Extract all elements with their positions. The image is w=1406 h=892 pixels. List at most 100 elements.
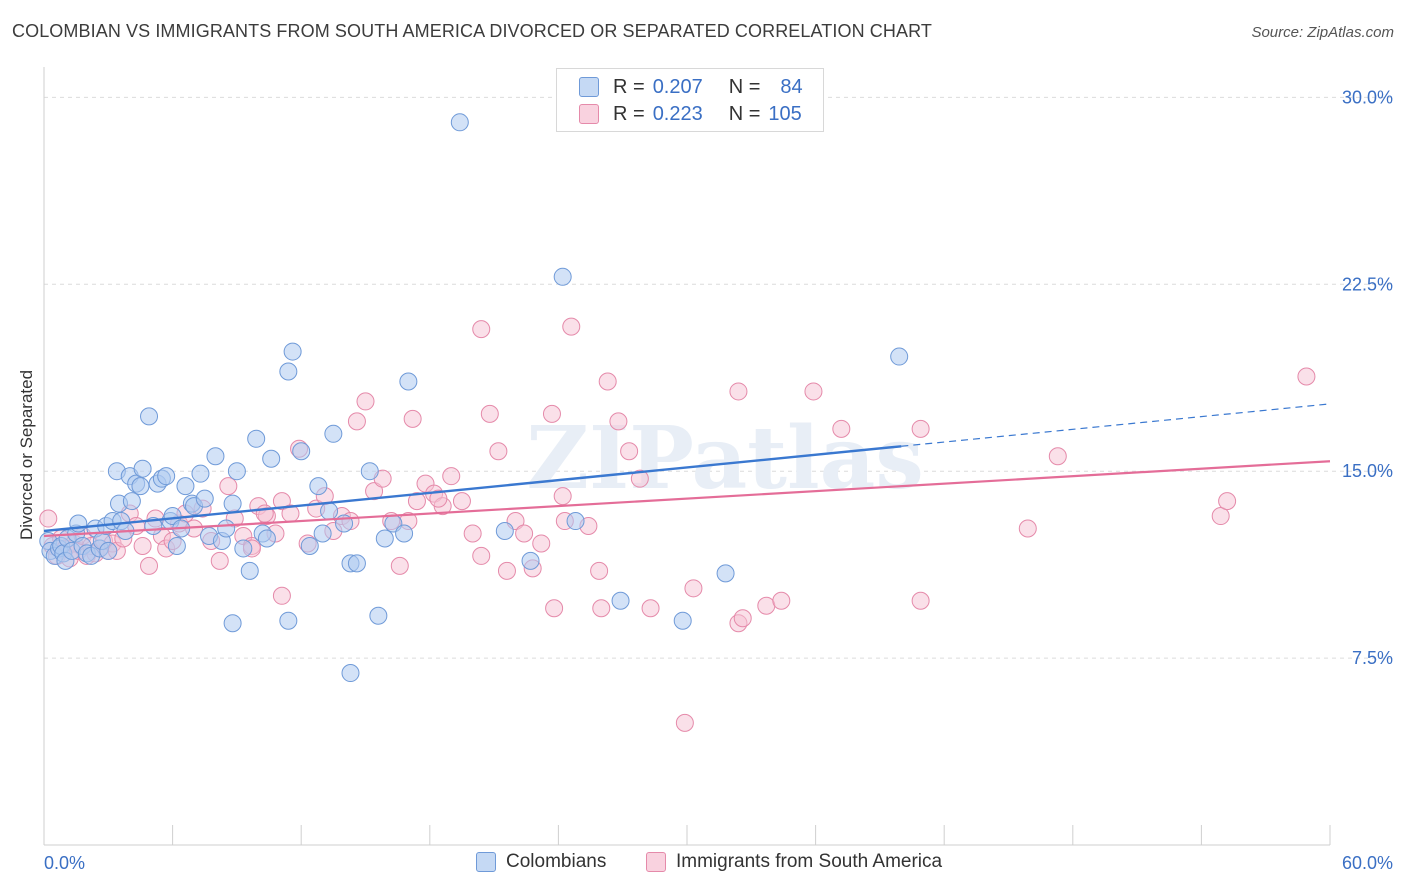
data-point-colombians: [206, 447, 225, 466]
bottom-legend-label: Colombians: [506, 851, 607, 872]
data-point-immigrants: [452, 492, 471, 511]
data-point-immigrants: [630, 469, 649, 488]
data-point-immigrants: [757, 596, 776, 615]
data-point-colombians: [163, 507, 182, 526]
data-point-immigrants: [472, 320, 491, 339]
data-point-immigrants: [497, 561, 516, 580]
data-point-colombians: [611, 591, 630, 610]
data-point-colombians: [283, 342, 302, 361]
trend-line-immigrants: [43, 460, 1331, 538]
legend-swatch-pink: [579, 104, 599, 124]
bottom-legend-colombians: Colombians: [476, 851, 606, 873]
legend-n-label: N =: [728, 102, 761, 125]
legend-swatch-blue: [579, 77, 599, 97]
data-point-immigrants: [272, 586, 291, 605]
data-point-immigrants: [407, 492, 426, 511]
data-point-colombians: [495, 522, 514, 540]
y-tick-label: 30.0%: [1342, 87, 1393, 107]
data-point-colombians: [890, 347, 909, 366]
data-point-immigrants: [140, 556, 159, 575]
data-point-colombians: [227, 462, 246, 481]
data-point-colombians: [279, 362, 298, 381]
x-tick-label-max: 60.0%: [1342, 853, 1393, 873]
legend-r-label: R =: [613, 75, 645, 98]
data-point-colombians: [375, 529, 394, 548]
bottom-legend-swatch-pink: [646, 852, 666, 872]
data-point-immigrants: [1211, 507, 1230, 526]
trend-line-colombians: [43, 445, 902, 533]
data-point-colombians: [324, 424, 343, 443]
data-point-immigrants: [442, 467, 461, 486]
data-point-immigrants: [542, 404, 561, 423]
data-point-immigrants: [347, 412, 366, 431]
data-point-immigrants: [1018, 519, 1037, 538]
data-point-immigrants: [365, 482, 384, 501]
data-point-immigrants: [429, 489, 448, 508]
data-point-colombians: [300, 536, 319, 555]
data-point-colombians: [240, 561, 259, 580]
data-point-colombians: [313, 524, 332, 543]
legend-n-value: 105: [768, 102, 802, 125]
data-point-colombians: [347, 554, 366, 573]
data-point-colombians: [320, 502, 339, 521]
data-point-immigrants: [675, 713, 694, 732]
data-point-immigrants: [1048, 447, 1067, 466]
data-point-colombians: [292, 442, 311, 461]
data-point-immigrants: [553, 487, 572, 506]
data-point-immigrants: [219, 477, 238, 496]
y-tick-label: 7.5%: [1352, 648, 1393, 668]
x-tick-label-min: 0.0%: [44, 853, 85, 873]
watermark: ZIPatlas: [526, 408, 924, 509]
data-point-colombians: [369, 606, 388, 625]
data-point-colombians: [247, 429, 266, 448]
chart-source: Source: ZipAtlas.com: [1251, 24, 1394, 41]
legend-row-colombians: R = 0.207 N = 84: [579, 74, 803, 100]
data-point-colombians: [279, 611, 298, 630]
data-point-colombians: [99, 541, 118, 560]
data-point-immigrants: [272, 492, 291, 511]
data-point-colombians: [450, 113, 469, 132]
legend-row-immigrants: R = 0.223 N = 105: [579, 101, 802, 127]
y-tick-label: 22.5%: [1342, 274, 1393, 294]
legend-r-label: R =: [613, 102, 645, 125]
data-point-immigrants: [545, 599, 564, 618]
data-point-immigrants: [733, 609, 752, 628]
data-point-immigrants: [532, 534, 551, 553]
data-point-colombians: [131, 477, 150, 496]
data-point-immigrants: [620, 442, 639, 461]
axes: [43, 67, 1331, 846]
data-point-immigrants: [1218, 492, 1237, 511]
data-point-immigrants: [832, 419, 851, 438]
data-point-colombians: [716, 564, 735, 583]
data-point-immigrants: [562, 317, 581, 336]
data-point-colombians: [167, 536, 186, 555]
data-point-colombians: [309, 477, 328, 496]
data-point-immigrants: [480, 404, 499, 423]
data-point-immigrants: [609, 412, 628, 431]
data-point-immigrants: [39, 509, 58, 528]
data-point-immigrants: [133, 536, 152, 555]
data-point-colombians: [673, 611, 692, 630]
data-point-colombians: [217, 519, 236, 538]
y-tick-label: 15.0%: [1342, 461, 1393, 481]
data-point-colombians: [521, 551, 540, 570]
data-point-immigrants: [729, 382, 748, 401]
data-point-colombians: [553, 267, 572, 286]
data-point-immigrants: [598, 372, 617, 391]
data-point-colombians: [191, 464, 210, 483]
data-point-immigrants: [489, 442, 508, 461]
data-point-colombians: [234, 539, 253, 558]
data-point-colombians: [195, 489, 214, 508]
data-point-colombians: [157, 467, 176, 486]
data-point-colombians: [176, 477, 195, 496]
data-point-colombians: [223, 494, 242, 513]
data-point-immigrants: [472, 546, 491, 565]
data-point-immigrants: [515, 524, 534, 543]
bottom-legend-label: Immigrants from South America: [676, 851, 943, 872]
data-point-colombians: [122, 492, 141, 511]
bottom-legend-immigrants: Immigrants from South America: [646, 851, 942, 873]
legend-n-value: 84: [780, 75, 803, 98]
data-point-colombians: [399, 372, 418, 391]
data-point-immigrants: [463, 524, 482, 543]
